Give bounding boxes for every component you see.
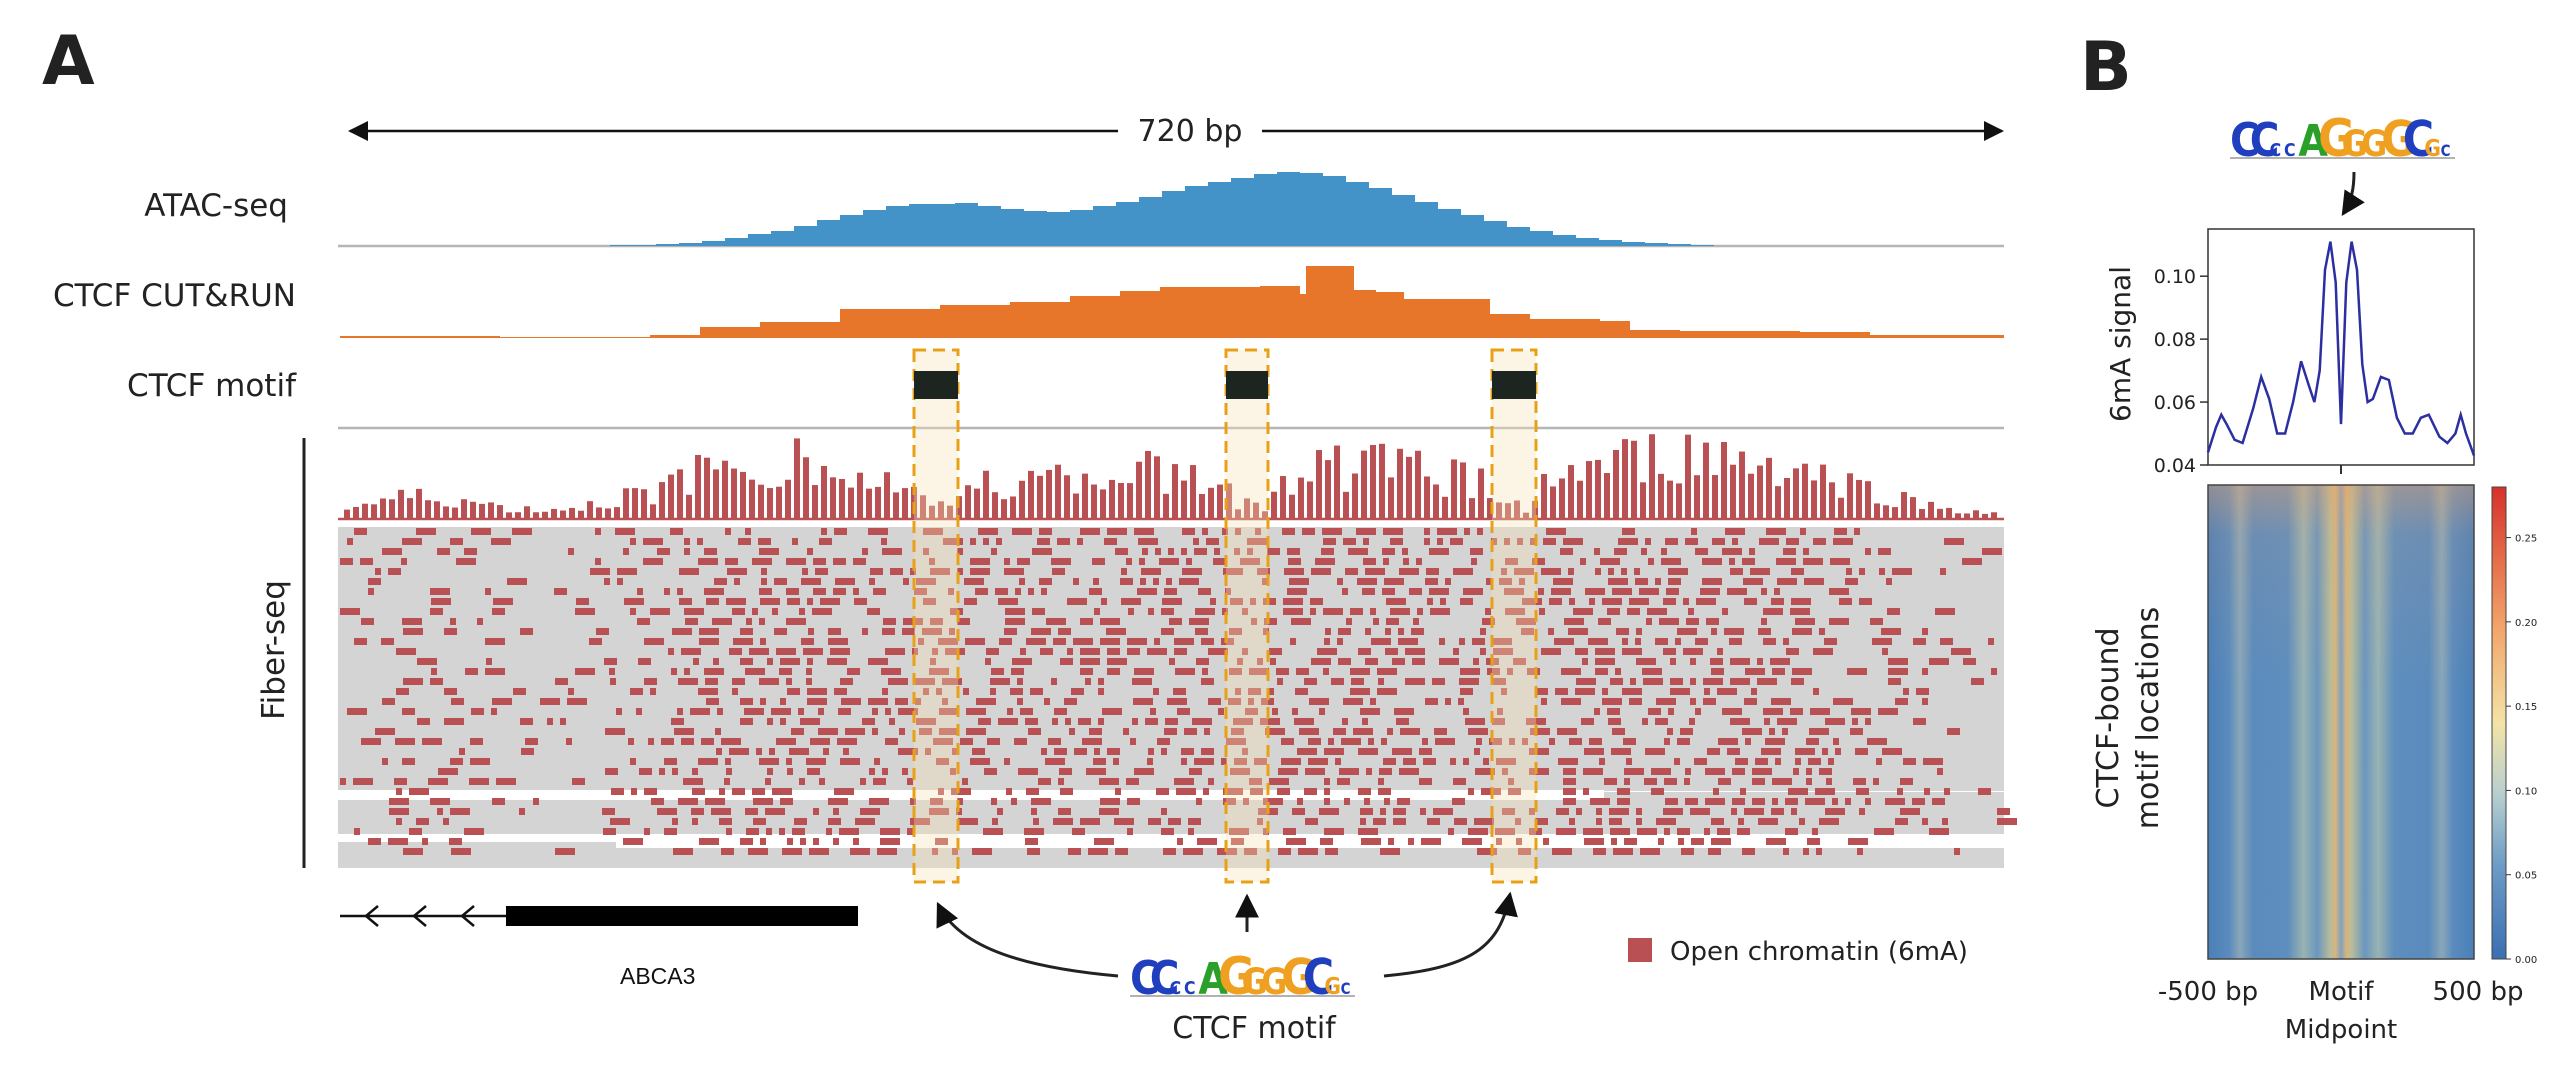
motif-arrows <box>936 891 1518 978</box>
colorbar: 0.00 0.05 0.10 0.15 0.20 0.25 <box>2491 486 2537 966</box>
profile-ytick-label: 0.08 <box>2154 329 2196 351</box>
colorbar-tick-label: 0.15 <box>2515 702 2537 713</box>
fiberseq-6ma-marks <box>340 528 2017 855</box>
colorbar-tick-label: 0.00 <box>2515 955 2537 966</box>
colorbar-ticks: 0.00 0.05 0.10 0.15 0.20 0.25 <box>2506 534 2537 966</box>
profile-ytick-label: 0.04 <box>2154 455 2196 477</box>
gene-exon <box>506 906 858 926</box>
heatmap-xtick-left: -500 bp <box>2158 977 2258 1007</box>
heatmap-xtick-mid-1: Motif <box>2309 977 2375 1007</box>
legend-label: Open chromatin (6mA) <box>1670 937 1968 967</box>
legend-swatch <box>1628 938 1652 962</box>
colorbar-tick-label: 0.20 <box>2515 618 2537 629</box>
profile-line <box>2206 241 2476 457</box>
logo-to-profile-arrow <box>2341 171 2365 217</box>
profile-chart: 0.04 0.06 0.08 0.10 <box>2154 228 2476 477</box>
heatmap-y-label-2: motif locations <box>2131 607 2166 829</box>
motif-highlight-2 <box>1224 348 1270 884</box>
motif-highlight-1 <box>912 348 960 884</box>
panel-label-b: B <box>2080 28 2132 107</box>
heatmap-top-glow <box>2208 485 2474 685</box>
panel-label-a: A <box>42 22 95 101</box>
heatmap-x-axis: -500 bp Motif Midpoint 500 bp <box>2158 977 2524 1045</box>
heatmap-xtick-mid-2: Midpoint <box>2285 1015 2397 1045</box>
motif-block-1 <box>914 371 958 399</box>
gene-name: ABCA3 <box>620 963 695 989</box>
motif-track-label: CTCF motif <box>127 368 297 404</box>
svg-text:C: C <box>1341 981 1351 998</box>
colorbar-tick-label: 0.05 <box>2515 871 2537 882</box>
profile-ytick-label: 0.10 <box>2154 266 2196 288</box>
svg-text:C: C <box>2441 143 2451 160</box>
atac-signal <box>610 172 1714 246</box>
svg-text:G: G <box>2318 109 2355 169</box>
svg-text:G: G <box>2424 136 2441 163</box>
fiberseq-aggregate-bars <box>344 434 1997 519</box>
svg-text:C: C <box>2270 140 2282 161</box>
heatmap-y-label-1: CTCF-bound <box>2091 627 2126 808</box>
svg-text:G: G <box>1218 947 1255 1007</box>
colorbar-tick-label: 0.25 <box>2515 534 2537 545</box>
span-label: 720 bp <box>1138 114 1243 149</box>
atac-track-label: ATAC-seq <box>144 188 288 224</box>
fiberseq-track-label: Fiber-seq <box>256 580 292 720</box>
cutrun-track-label: CTCF CUT&RUN <box>53 278 296 314</box>
profile-y-axis: 0.04 0.06 0.08 0.10 <box>2154 266 2208 477</box>
motif-highlight-3 <box>1490 348 1538 884</box>
motif-highlights <box>912 348 1538 884</box>
heatmap <box>2207 484 2475 960</box>
svg-text:C: C <box>1170 978 1182 999</box>
svg-text:G: G <box>1324 974 1341 1001</box>
heatmap-xtick-right: 500 bp <box>2433 977 2524 1007</box>
heatmap-frame <box>2207 484 2475 960</box>
motif-caption: CTCF motif <box>1172 1011 1337 1046</box>
profile-y-label: 6mA signal <box>2104 266 2137 422</box>
cutrun-signal <box>340 266 2004 338</box>
motif-blocks <box>914 371 1536 399</box>
motif-block-3 <box>1492 371 1536 399</box>
gene-model <box>340 905 858 927</box>
colorbar-gradient <box>2491 486 2507 960</box>
svg-text:C: C <box>1184 978 1196 999</box>
colorbar-tick-label: 0.10 <box>2515 786 2537 797</box>
svg-text:C: C <box>2284 140 2296 161</box>
motif-block-2 <box>1226 371 1268 399</box>
profile-ytick-label: 0.06 <box>2154 392 2196 414</box>
